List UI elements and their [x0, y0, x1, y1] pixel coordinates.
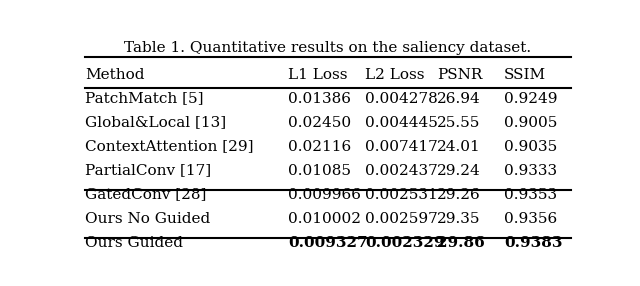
Text: Ours Guided: Ours Guided [85, 236, 183, 250]
Text: 0.002329: 0.002329 [365, 236, 445, 250]
Text: ContextAttention [29]: ContextAttention [29] [85, 140, 253, 154]
Text: 29.26: 29.26 [437, 188, 481, 202]
Text: 29.86: 29.86 [437, 236, 485, 250]
Text: GatedConv [28]: GatedConv [28] [85, 188, 206, 202]
Text: PartialConv [17]: PartialConv [17] [85, 164, 211, 178]
Text: 0.009966: 0.009966 [288, 188, 362, 202]
Text: 0.9005: 0.9005 [504, 116, 557, 130]
Text: Method: Method [85, 68, 145, 82]
Text: 0.007417: 0.007417 [365, 140, 438, 154]
Text: 0.9356: 0.9356 [504, 212, 557, 226]
Text: PSNR: PSNR [437, 68, 483, 82]
Text: 0.009327: 0.009327 [288, 236, 368, 250]
Text: SSIM: SSIM [504, 68, 546, 82]
Text: Ours No Guided: Ours No Guided [85, 212, 210, 226]
Text: L2 Loss: L2 Loss [365, 68, 425, 82]
Text: 0.01085: 0.01085 [288, 164, 351, 178]
Text: L1 Loss: L1 Loss [288, 68, 348, 82]
Text: 0.9035: 0.9035 [504, 140, 557, 154]
Text: 0.9353: 0.9353 [504, 188, 557, 202]
Text: 0.004278: 0.004278 [365, 92, 438, 106]
Text: 0.002597: 0.002597 [365, 212, 438, 226]
Text: 0.004445: 0.004445 [365, 116, 438, 130]
Text: 0.02116: 0.02116 [288, 140, 351, 154]
Text: 0.02450: 0.02450 [288, 116, 351, 130]
Text: 26.94: 26.94 [437, 92, 481, 106]
Text: PatchMatch [5]: PatchMatch [5] [85, 92, 204, 106]
Text: 0.9333: 0.9333 [504, 164, 557, 178]
Text: Table 1. Quantitative results on the saliency dataset.: Table 1. Quantitative results on the sal… [124, 41, 532, 55]
Text: Global&Local [13]: Global&Local [13] [85, 116, 226, 130]
Text: 0.002531: 0.002531 [365, 188, 438, 202]
Text: 29.24: 29.24 [437, 164, 481, 178]
Text: 0.9383: 0.9383 [504, 236, 563, 250]
Text: 0.010002: 0.010002 [288, 212, 362, 226]
Text: 24.01: 24.01 [437, 140, 481, 154]
Text: 0.01386: 0.01386 [288, 92, 351, 106]
Text: 0.002437: 0.002437 [365, 164, 438, 178]
Text: 29.35: 29.35 [437, 212, 481, 226]
Text: 0.9249: 0.9249 [504, 92, 557, 106]
Text: 25.55: 25.55 [437, 116, 481, 130]
